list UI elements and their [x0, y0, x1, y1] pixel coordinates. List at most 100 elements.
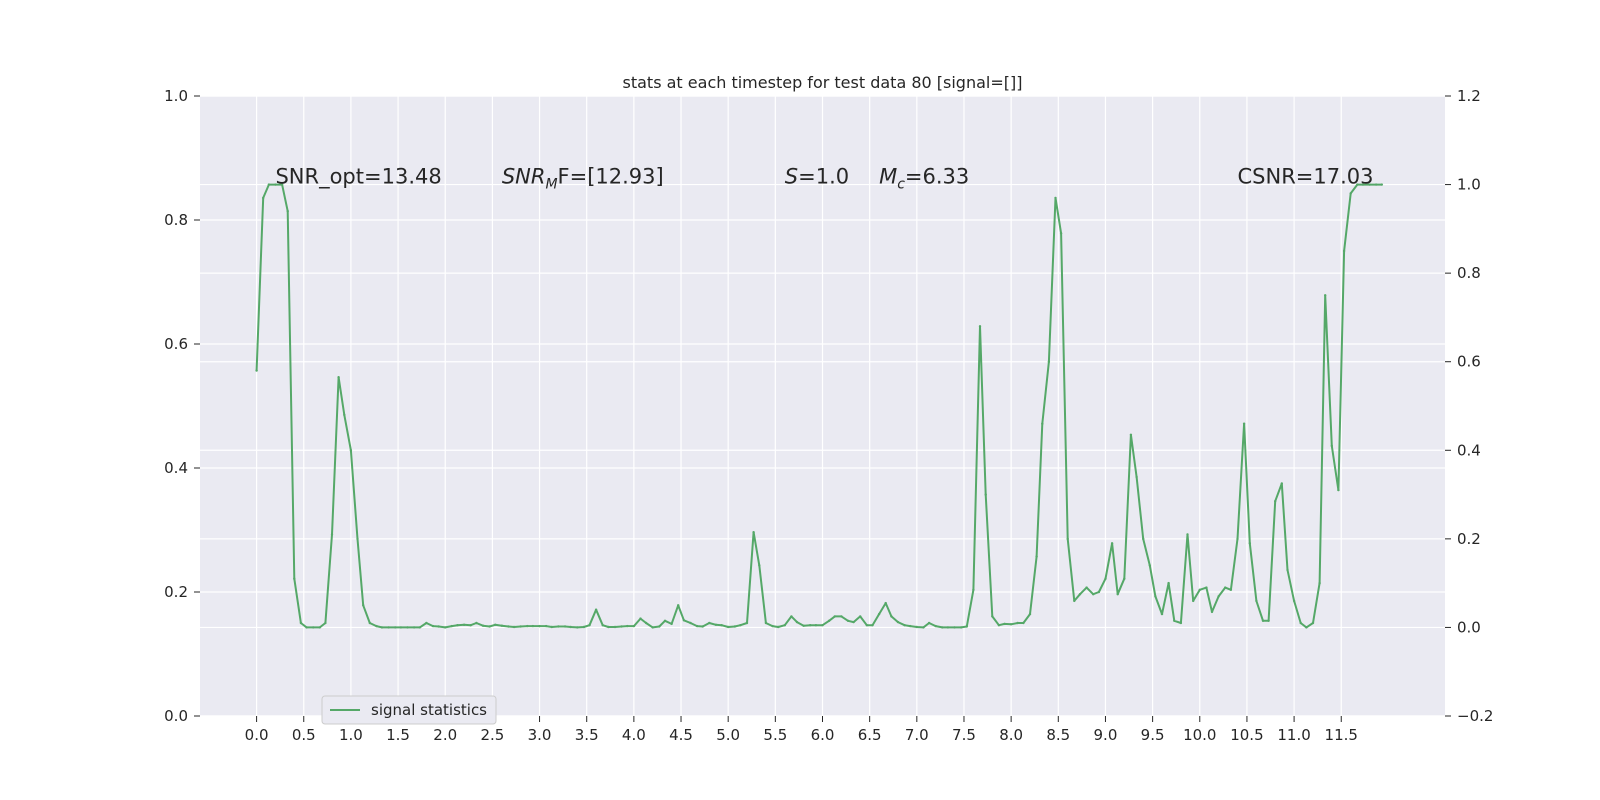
data-point: [708, 621, 711, 625]
data-point: [1110, 542, 1114, 545]
annotation-text: S=1.0: [785, 165, 849, 189]
data-point: [953, 626, 956, 629]
data-point: [1078, 593, 1082, 596]
data-point: [1205, 586, 1208, 589]
data-point: [368, 621, 371, 625]
data-point: [1154, 595, 1157, 598]
y-tick-label-left: 1.0: [164, 87, 188, 105]
data-point: [1148, 564, 1152, 567]
data-point: [286, 209, 289, 213]
data-point: [670, 622, 673, 626]
data-point: [827, 619, 831, 622]
data-point: [613, 625, 617, 629]
data-point: [494, 623, 497, 626]
data-point: [1368, 183, 1371, 186]
data-point: [1047, 360, 1051, 363]
y-tick-label-right: 0.6: [1457, 353, 1481, 371]
x-tick-label: 3.0: [528, 726, 552, 744]
data-point: [934, 624, 937, 628]
chart-title: stats at each timestep for test data 80 …: [623, 73, 1023, 92]
data-point: [790, 615, 793, 618]
y-tick-label-right: 0.8: [1457, 264, 1481, 282]
data-point: [1142, 537, 1145, 541]
data-point: [1318, 581, 1321, 585]
data-point: [531, 624, 535, 628]
data-point: [859, 615, 862, 618]
data-point: [594, 608, 598, 611]
data-point: [526, 624, 529, 628]
data-point: [846, 619, 850, 622]
data-point: [771, 624, 774, 628]
x-tick-label: 9.5: [1141, 726, 1165, 744]
x-tick-label: 11.5: [1325, 726, 1358, 744]
data-point: [255, 369, 258, 372]
data-point: [1016, 621, 1019, 625]
data-point: [946, 626, 950, 629]
data-point: [965, 625, 968, 628]
data-point: [1356, 183, 1359, 186]
data-point: [689, 621, 692, 625]
data-point: [752, 531, 755, 534]
x-tick-label: 6.5: [858, 726, 882, 744]
data-point: [418, 626, 421, 629]
data-point: [764, 621, 768, 625]
data-point: [727, 625, 730, 629]
x-tick-label: 10.5: [1230, 726, 1263, 744]
data-point: [896, 620, 900, 624]
data-point: [330, 533, 334, 536]
x-tick-label: 10.0: [1183, 726, 1216, 744]
data-point: [1173, 619, 1176, 622]
data-point: [1160, 612, 1164, 616]
x-tick-label: 1.0: [339, 726, 363, 744]
data-point: [1224, 586, 1227, 589]
data-point: [814, 624, 818, 627]
data-point: [809, 624, 812, 627]
data-point: [758, 564, 761, 567]
y-tick-label-right: 0.0: [1457, 618, 1481, 636]
data-point: [720, 624, 723, 627]
data-point: [262, 196, 265, 200]
x-tick-label: 0.0: [245, 726, 269, 744]
data-point: [739, 624, 742, 627]
data-point: [1192, 599, 1195, 603]
data-point: [343, 413, 346, 417]
data-point: [293, 577, 296, 580]
data-point: [1236, 537, 1239, 541]
x-tick-label: 5.0: [716, 726, 740, 744]
x-tick-label: 1.5: [386, 726, 410, 744]
data-point: [682, 619, 686, 622]
data-point: [280, 183, 284, 186]
data-point: [399, 626, 403, 629]
annotations: SNR_opt=13.48 SNRMF=[12.93] S=1.0 Mc=6.33 CS…: [275, 165, 1373, 193]
data-point: [1003, 622, 1006, 626]
data-point: [1179, 621, 1183, 625]
y-tick-label-left: 0.0: [164, 707, 188, 725]
data-point: [1186, 533, 1189, 536]
data-point: [519, 625, 522, 628]
x-tick-label: 5.5: [763, 726, 787, 744]
data-point: [456, 624, 459, 627]
x-tick-label: 7.0: [905, 726, 929, 744]
data-point: [362, 604, 365, 607]
data-point: [840, 615, 843, 618]
data-point: [305, 626, 308, 629]
series-layer: [255, 183, 1384, 629]
data-point: [437, 625, 440, 628]
data-point: [444, 626, 447, 629]
data-point: [1035, 555, 1038, 558]
data-point: [1330, 444, 1334, 448]
data-point: [1104, 577, 1107, 580]
data-point: [909, 624, 912, 628]
data-point: [312, 626, 315, 629]
data-point: [1041, 422, 1044, 425]
data-point: [620, 625, 623, 628]
data-point: [1349, 192, 1352, 195]
data-point: [557, 625, 560, 628]
legend-box: [321, 695, 497, 725]
data-point: [1299, 621, 1302, 625]
data-point: [1135, 475, 1138, 479]
x-tick-label: 4.5: [669, 726, 693, 744]
data-point: [356, 537, 359, 541]
data-point: [733, 625, 736, 628]
